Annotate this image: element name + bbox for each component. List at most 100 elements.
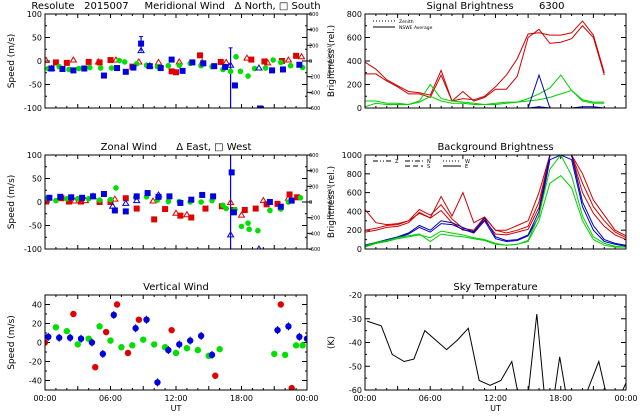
x-tick-label: 18:00 — [549, 394, 572, 403]
y-tick-label: 0 — [37, 339, 42, 348]
data-point-blue — [77, 335, 85, 342]
y-tick-label: 200 — [347, 81, 362, 90]
data-point-blue-south — [130, 64, 137, 71]
data-point-blue — [176, 341, 183, 348]
plot-area — [45, 36, 306, 108]
y-tick-label: -100 — [24, 245, 42, 254]
right-y-tick-label: -400 — [309, 90, 320, 96]
data-point-blue-west — [230, 209, 237, 216]
data-point-blue-south — [189, 59, 196, 66]
y-tick-label: -50 — [349, 362, 362, 371]
data-point-red-west — [177, 212, 184, 219]
data-point-red — [70, 310, 77, 318]
y-tick-label: 50 — [32, 34, 42, 43]
data-point-green — [198, 199, 204, 205]
data-point-green — [150, 341, 158, 348]
plot-area — [45, 301, 307, 390]
legend-label: E — [465, 164, 468, 170]
data-point-blue-west — [228, 169, 235, 176]
data-point-green — [76, 65, 82, 72]
data-point-blue-west — [68, 194, 75, 201]
data-point-green — [233, 53, 239, 60]
panel-signal: Signal Brightness 6300 Brightness (rel.) 0… — [327, 1, 627, 113]
data-point-blue-west — [210, 193, 217, 200]
data-point-red — [135, 316, 143, 323]
data-point-green — [165, 198, 172, 205]
y-tick-label: -60 — [349, 386, 362, 395]
x-tick-label: 00:00 — [353, 394, 376, 403]
data-point-red-west — [151, 216, 158, 223]
data-point-green — [118, 344, 125, 351]
data-point-blue — [186, 337, 194, 344]
data-point-green — [165, 62, 172, 69]
y-tick-label: 800 — [347, 10, 362, 19]
data-point-blue-north — [226, 61, 235, 68]
data-point-blue-west — [79, 194, 86, 201]
data-point-red — [45, 339, 49, 346]
data-point-blue-south — [70, 67, 77, 74]
data-point-blue-north — [137, 46, 145, 54]
y-axis-label: (K) — [327, 336, 337, 349]
data-point-blue — [154, 379, 161, 386]
data-point-red-north — [222, 58, 231, 65]
y-tick-label: -50 — [29, 222, 42, 231]
plot-frame — [44, 154, 308, 250]
right-y-axis-label: Speed (m/s) — [327, 187, 333, 217]
chart-title: Resolute 2015007 Meridional Wind Δ North… — [31, 1, 320, 12]
data-point-red-south — [63, 59, 70, 66]
series-line-sky-temperature — [367, 313, 626, 390]
data-point-blue-south — [211, 63, 218, 70]
data-point-green — [121, 59, 128, 65]
data-point-green — [63, 327, 71, 335]
chart-title: Background Brightness — [437, 142, 553, 153]
data-point-red — [288, 384, 295, 390]
data-point-blue — [132, 325, 139, 332]
data-point-green — [246, 226, 252, 233]
data-point-blue — [165, 346, 172, 354]
right-y-tick-label: -600 — [309, 106, 320, 112]
data-point-red — [168, 326, 175, 334]
data-point-red-east — [183, 210, 191, 218]
data-point-blue-west — [46, 194, 53, 201]
y-tick-label: 400 — [347, 207, 362, 216]
data-point-green — [107, 196, 114, 203]
y-axis-label: Brightness (rel.) — [327, 25, 337, 97]
data-point-green — [262, 65, 269, 71]
data-point-blue-east — [89, 192, 97, 199]
chart-title: Signal Brightness 6300 — [426, 1, 564, 12]
data-point-green — [292, 342, 300, 349]
data-point-blue-west — [122, 208, 129, 215]
right-y-tick-label: 400 — [309, 28, 319, 34]
data-point-blue — [197, 332, 205, 340]
data-point-red-west — [188, 214, 195, 221]
data-point-blue — [296, 333, 303, 340]
y-tick-label: 100 — [27, 10, 42, 19]
data-point-green — [116, 57, 123, 64]
data-point-blue-south — [222, 64, 229, 71]
series-line-red-b — [365, 25, 605, 102]
data-point-blue — [45, 333, 52, 340]
data-point-green — [74, 341, 81, 348]
y-tick-label: 800 — [347, 170, 362, 179]
data-point-blue-west — [133, 193, 140, 200]
data-point-blue-south — [59, 65, 66, 72]
data-point-green — [107, 337, 114, 344]
data-point-blue-south — [114, 65, 121, 72]
data-point-green — [267, 207, 273, 214]
data-point-green — [287, 62, 294, 69]
series-line-red-dash — [365, 155, 626, 237]
data-point-red-south — [261, 58, 268, 65]
y-tick-label: -30 — [349, 315, 362, 324]
data-point-green — [281, 351, 289, 359]
series-line-blue-1 — [365, 155, 626, 246]
data-point-red-south — [96, 59, 103, 66]
data-point-blue-south — [179, 67, 186, 74]
right-y-tick-label: 600 — [309, 12, 319, 18]
series-line-green-2 — [365, 155, 626, 248]
data-point-red — [124, 349, 132, 357]
data-point-blue-south — [269, 67, 276, 74]
y-axis-label: Brightness (rel.) — [327, 166, 337, 238]
y-tick-label: 0 — [357, 245, 362, 254]
y-axis-label: Speed (m/s) — [7, 175, 17, 230]
legend-label: NSWE Average — [399, 25, 433, 31]
